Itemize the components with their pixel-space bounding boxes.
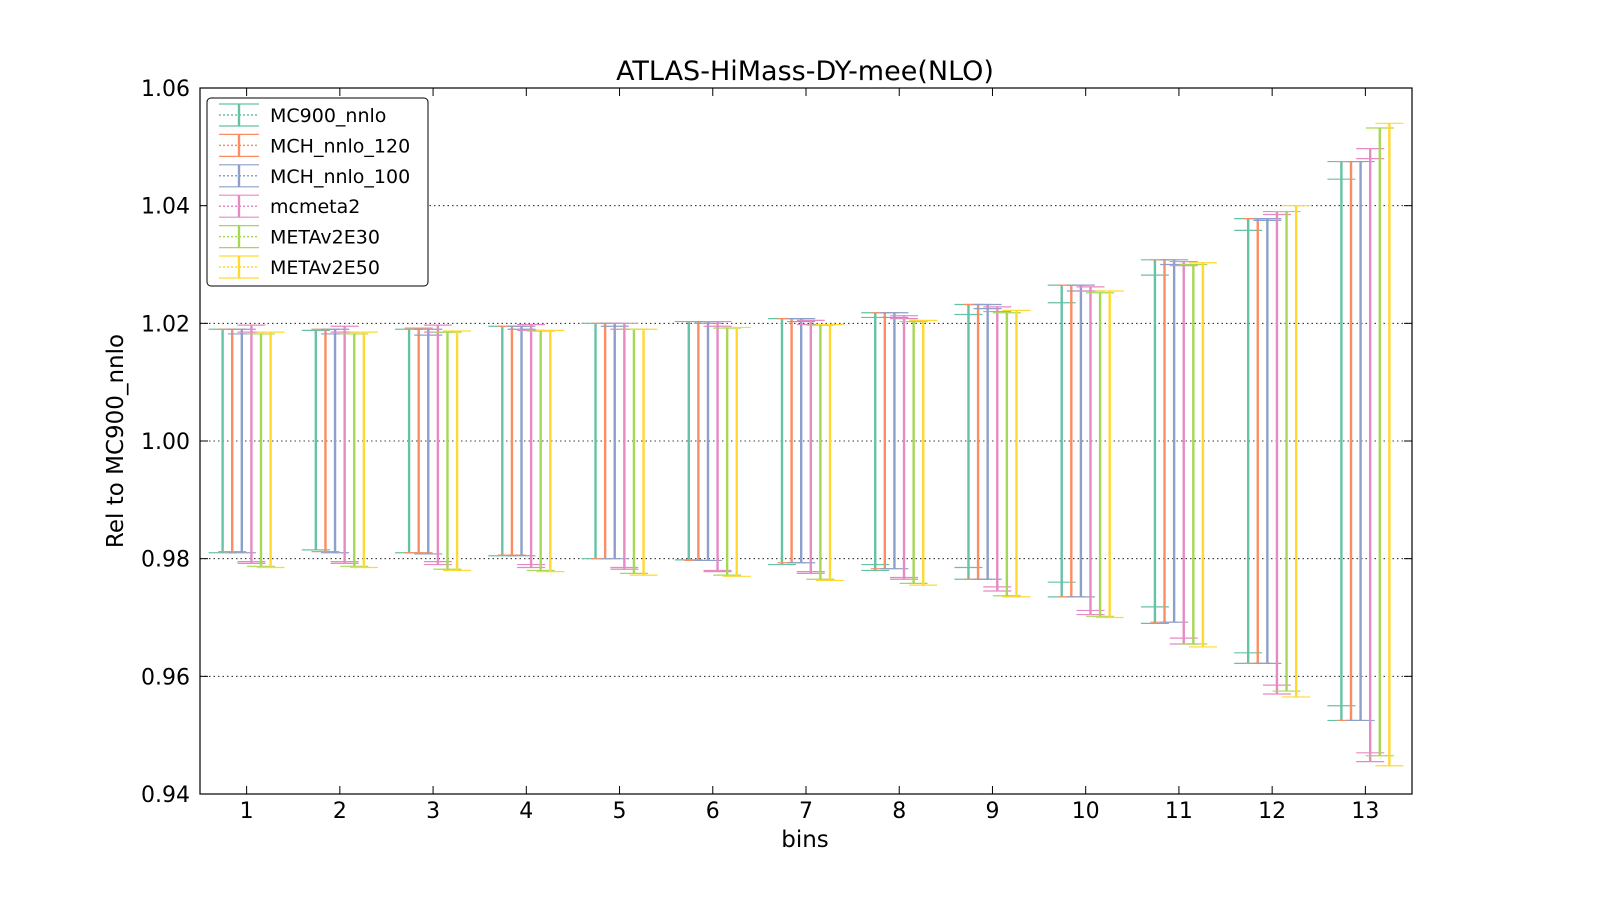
legend-label: METAv2E50 xyxy=(270,257,380,279)
x-tick-label: 6 xyxy=(706,799,720,824)
legend-label: MCH_nnlo_100 xyxy=(270,166,410,188)
legend-label: MCH_nnlo_120 xyxy=(270,135,410,157)
x-tick-label: 2 xyxy=(333,799,347,824)
x-axis-label: bins xyxy=(781,827,829,853)
legend-label: mcmeta2 xyxy=(270,196,360,218)
x-tick-label: 7 xyxy=(799,799,813,824)
x-tick-label: 13 xyxy=(1351,799,1379,824)
x-axis-ticks: 1 2 3 4 5 6 7 8 9 10 11 12 13 xyxy=(240,88,1379,824)
x-tick-label: 4 xyxy=(519,799,533,824)
chart-title: ATLAS-HiMass-DY-mee(NLO) xyxy=(616,56,994,87)
x-tick-label: 5 xyxy=(613,799,627,824)
legend-label: METAv2E30 xyxy=(270,227,380,249)
y-axis-label: Rel to MC900_nnlo xyxy=(103,334,129,548)
x-tick-label: 11 xyxy=(1165,799,1193,824)
y-tick-label: 0.98 xyxy=(141,548,190,573)
x-tick-label: 9 xyxy=(985,799,999,824)
x-tick-label: 12 xyxy=(1258,799,1286,824)
y-tick-label: 1.04 xyxy=(141,195,190,220)
y-tick-label: 1.00 xyxy=(141,430,190,455)
y-tick-label: 1.06 xyxy=(141,77,190,102)
x-tick-label: 3 xyxy=(426,799,440,824)
x-tick-label: 10 xyxy=(1072,799,1100,824)
legend: MC900_nnlo MCH_nnlo_120 MCH_nnlo_100mcmeta… xyxy=(206,97,429,287)
y-tick-label: 1.02 xyxy=(141,312,190,337)
legend-label: MC900_nnlo xyxy=(270,105,386,127)
y-axis-ticks: 0.94 0.96 0.98 1.00 1.02 1.04 1.06 xyxy=(141,77,1412,808)
error-bars xyxy=(208,122,1404,767)
y-tick-label: 0.96 xyxy=(141,665,190,690)
x-tick-label: 8 xyxy=(892,799,906,824)
x-tick-label: 1 xyxy=(240,799,254,824)
legend-frame xyxy=(206,97,429,287)
y-tick-label: 0.94 xyxy=(141,783,190,808)
